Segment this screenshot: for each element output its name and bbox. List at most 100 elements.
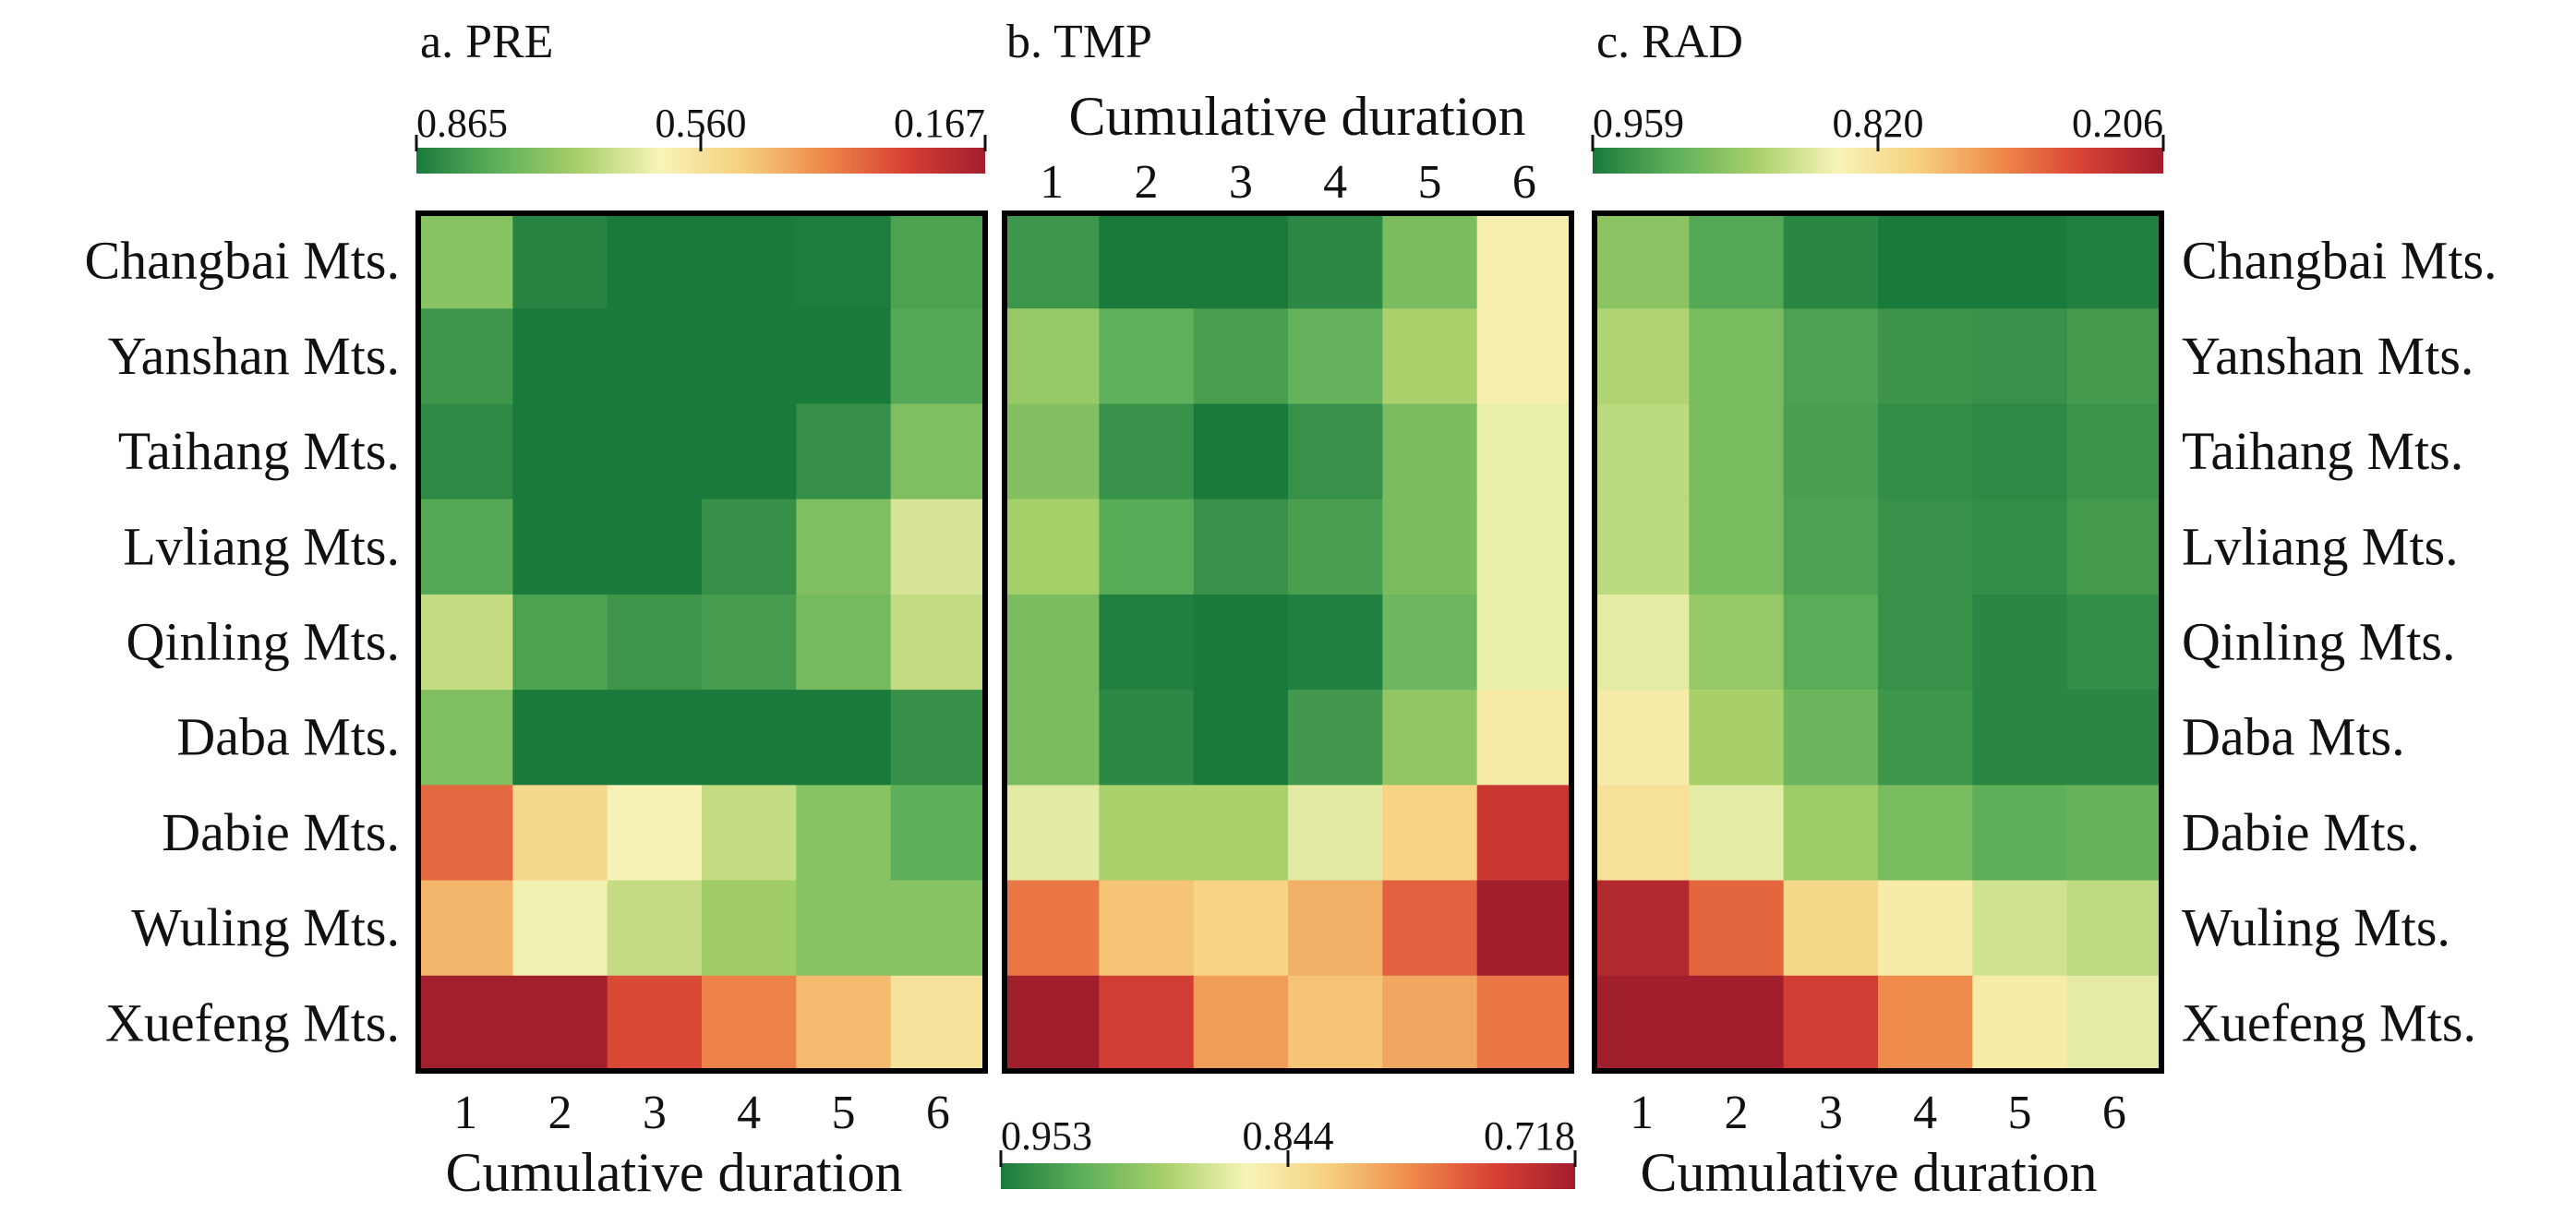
row-label-right-4: Lvliang Mts. (2182, 516, 2459, 576)
panel-3-cell-r7-c1 (1595, 785, 1690, 882)
panel-2-cell-r4-c4 (1288, 499, 1383, 595)
panel-3-cell-r5-c2 (1689, 594, 1785, 691)
panel-1-cell-r1-c3 (607, 213, 703, 309)
panel-3-col-label-3: 3 (1819, 1087, 1843, 1139)
panel-3-cell-r8-c4 (1878, 880, 1973, 977)
panel-3-cell-r4-c1 (1595, 499, 1690, 595)
panel-2-colorbar-label-max: 0.953 (1001, 1113, 1092, 1159)
panel-2-col-label-3: 3 (1229, 156, 1253, 209)
panel-1-cell-r4-c4 (702, 499, 797, 595)
panel-1-cell-r2-c5 (796, 308, 892, 405)
panel-1-colorbar-label-mid: 0.560 (656, 101, 747, 146)
panel-2-cell-r1-c3 (1193, 213, 1289, 309)
panel-2-cell-r2-c1 (1005, 308, 1100, 405)
panel-3-cell-r6-c6 (2066, 690, 2162, 786)
row-label-right-8: Wuling Mts. (2182, 897, 2450, 957)
panel-1-cell-r4-c6 (890, 499, 986, 595)
panel-2-axis-label: Cumulative duration (1069, 86, 1526, 147)
panel-2-cell-r3-c6 (1476, 403, 1572, 500)
panel-2-cell-r4-c2 (1099, 499, 1195, 595)
panel-1-cell-r3-c1 (418, 403, 513, 500)
panel-1-cell-r4-c5 (796, 499, 892, 595)
panel-1-cell-r2-c1 (418, 308, 513, 405)
panel-1-cell-r8-c2 (512, 880, 608, 977)
panel-2-cell-r6-c6 (1476, 690, 1572, 786)
panel-2-cell-r8-c5 (1382, 880, 1478, 977)
panel-1-cell-r2-c3 (607, 308, 703, 405)
panel-1-cell-r9-c4 (702, 975, 797, 1072)
panel-2-cell-r9-c2 (1099, 975, 1195, 1072)
panel-3-cell-r1-c1 (1595, 213, 1690, 309)
panel-3-cell-r4-c5 (1972, 499, 2068, 595)
row-label-right-5: Qinling Mts. (2182, 612, 2456, 672)
panel-3-cell-r9-c6 (2066, 975, 2162, 1072)
panel-3-cell-r6-c3 (1783, 690, 1879, 786)
panel-3-col-label-4: 4 (1913, 1087, 1937, 1139)
panel-2-cell-r4-c1 (1005, 499, 1100, 595)
panel-1-cell-r1-c2 (512, 213, 608, 309)
panel-2-cell-r3-c1 (1005, 403, 1100, 500)
row-label-right-9: Xuefeng Mts. (2182, 992, 2476, 1052)
panel-1-cell-r8-c3 (607, 880, 703, 977)
panel-1-col-label-5: 5 (832, 1087, 856, 1139)
panel-1-cell-r9-c1 (418, 975, 513, 1072)
row-label-left-5: Qinling Mts. (126, 612, 401, 672)
panel-2-cell-r7-c1 (1005, 785, 1100, 882)
panel-3-cell-r7-c3 (1783, 785, 1879, 882)
panel-1-cell-r1-c5 (796, 213, 892, 309)
panel-1-cell-r3-c4 (702, 403, 797, 500)
panel-3-cell-r7-c5 (1972, 785, 2068, 882)
panel-1-col-label-2: 2 (548, 1087, 572, 1139)
panel-1-cell-r9-c6 (890, 975, 986, 1072)
panel-2-cell-r9-c3 (1193, 975, 1289, 1072)
panel-3-colorbar-label-max: 0.959 (1593, 101, 1684, 146)
panel-1-frame (415, 210, 988, 1074)
panel-3-cell-r9-c3 (1783, 975, 1879, 1072)
panel-1-cell-r9-c3 (607, 975, 703, 1072)
panel-2-cell-r4-c5 (1382, 499, 1478, 595)
panel-1-cell-r5-c2 (512, 594, 608, 691)
panel-3-cell-r9-c1 (1595, 975, 1690, 1072)
panel-3-colorbar (1591, 135, 2165, 174)
panel-2-cell-r6-c2 (1099, 690, 1195, 786)
panel-3-col-label-6: 6 (2102, 1087, 2126, 1139)
panel-3-cell-r8-c1 (1595, 880, 1690, 977)
panel-2-cell-r7-c3 (1193, 785, 1289, 882)
panel-1-cell-r2-c2 (512, 308, 608, 405)
panel-3-cell-r8-c2 (1689, 880, 1785, 977)
panel-3-cell-r3-c4 (1878, 403, 1973, 500)
panel-3-cell-r2-c1 (1595, 308, 1690, 405)
panel-1-cell-r6-c1 (418, 690, 513, 786)
panel-2-cell-r9-c5 (1382, 975, 1478, 1072)
row-label-left-9: Xuefeng Mts. (105, 992, 400, 1052)
panel-1-cell-r6-c4 (702, 690, 797, 786)
panel-1-cell-r5-c6 (890, 594, 986, 691)
panel-2-col-label-1: 1 (1040, 156, 1064, 209)
panel-3-cell-r2-c4 (1878, 308, 1973, 405)
row-label-right-3: Taihang Mts. (2182, 421, 2463, 481)
panel-2-cell-r2-c4 (1288, 308, 1383, 405)
panel-2-cell-r5-c2 (1099, 594, 1195, 691)
panel-2-cell-r9-c6 (1476, 975, 1572, 1072)
panel-2-cell-r1-c4 (1288, 213, 1383, 309)
panel-2-cell-r5-c1 (1005, 594, 1100, 691)
panel-1-cell-r7-c5 (796, 785, 892, 882)
panel-2-colorbar-gradient (1001, 1163, 1575, 1189)
panel-3-cell-r6-c1 (1595, 690, 1690, 786)
panel-1-cell-r7-c2 (512, 785, 608, 882)
panel-1-title: a. PRE (420, 16, 553, 68)
panel-2-cell-r2-c6 (1476, 308, 1572, 405)
row-label-left-2: Yanshan Mts. (108, 326, 400, 386)
row-label-left-3: Taihang Mts. (118, 421, 400, 481)
panel-2-cell-r5-c4 (1288, 594, 1383, 691)
panel-2-cell-r8-c1 (1005, 880, 1100, 977)
panel-2-colorbar-label-mid: 0.844 (1243, 1113, 1334, 1159)
panel-2-cell-r5-c6 (1476, 594, 1572, 691)
panel-2-cell-r1-c5 (1382, 213, 1478, 309)
panel-1-cell-r2-c6 (890, 308, 986, 405)
panel-1-col-label-6: 6 (926, 1087, 950, 1139)
panel-3-cell-r3-c2 (1689, 403, 1785, 500)
panel-2-frame (1002, 210, 1574, 1074)
panel-1-cell-r5-c1 (418, 594, 513, 691)
panel-1-cell-r3-c5 (796, 403, 892, 500)
